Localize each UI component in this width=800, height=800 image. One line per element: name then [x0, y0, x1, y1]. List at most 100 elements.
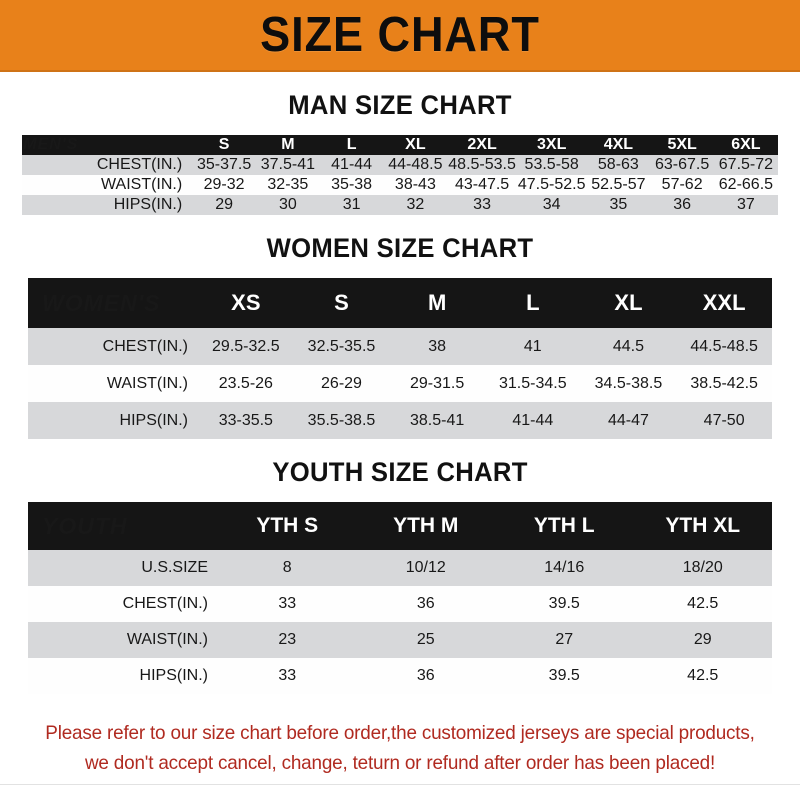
row-label: HIPS(IN.)	[119, 411, 188, 429]
table-header-row: YOUTH YTH S YTH M YTH L YTH XL	[28, 502, 772, 550]
column-header-yth-l: YTH L	[533, 514, 595, 537]
measurement-cell: 33	[278, 595, 297, 612]
measurement-cell: 47.5-52.5	[517, 176, 586, 193]
measurement-cell: 35-37.5	[196, 156, 252, 173]
size-chart-section-man: MAN SIZE CHART MEN'S S M L XL 2XL 3XL 4XL 5XL 6XL C…	[0, 90, 800, 233]
column-header-5xl: 5XL	[667, 136, 697, 153]
table-row: HIPS(IN.) 29 30 31 32 33 34 35 36 37	[22, 195, 778, 215]
measurement-cell: 8	[282, 559, 292, 576]
measurement-cell: 29-31.5	[410, 374, 465, 392]
measurement-cell: 34	[542, 196, 561, 213]
measurement-cell: 41-44	[512, 411, 554, 429]
measurement-cell: 29	[693, 631, 712, 648]
measurement-cell: 29	[215, 196, 233, 213]
measurement-cell: 41	[523, 337, 542, 355]
measurement-cell: 33-35.5	[218, 411, 273, 429]
column-header-4xl: 4XL	[603, 136, 634, 153]
measurement-cell: 29-32	[203, 176, 245, 193]
column-header-xs: XS	[231, 290, 261, 315]
spacer	[0, 121, 800, 135]
measurement-cell: 14/16	[544, 559, 585, 576]
table-header-row: MEN'S S M L XL 2XL 3XL 4XL 5XL 6XL	[22, 135, 778, 155]
size-chart-section-women: WOMEN SIZE CHART WOMEN'S XS S M L XL XXL CHEST(I…	[0, 233, 800, 457]
measurement-cell: 10/12	[405, 559, 446, 576]
measurement-cell: 25	[416, 631, 435, 648]
section-title-man: MAN SIZE CHART	[288, 90, 512, 120]
measurement-cell: 44-47	[607, 411, 649, 429]
column-header-l: L	[346, 136, 357, 153]
page-title: SIZE CHART	[260, 7, 540, 62]
measurement-cell: 29.5-32.5	[212, 337, 280, 355]
column-header-s: S	[218, 136, 230, 153]
measurement-cell: 23	[278, 631, 297, 648]
measurement-cell: 30	[278, 196, 297, 213]
row-label: CHEST(IN.)	[102, 337, 188, 355]
column-header-yth-s: YTH S	[256, 514, 319, 537]
measurement-cell: 57-62	[661, 176, 703, 193]
column-header-yth-xl: YTH XL	[665, 514, 741, 537]
table-header-label: YOUTH	[42, 512, 128, 539]
column-header-xxl: XXL	[702, 290, 746, 315]
table-row: CHEST(IN.) 33 36 39.5 42.5	[28, 586, 772, 622]
table-header-label: MEN'S	[23, 136, 79, 153]
spacer	[0, 264, 800, 278]
table-header-row: WOMEN'S XS S M L XL XXL	[28, 278, 772, 328]
column-header-l: L	[526, 290, 540, 315]
column-header-m: M	[427, 290, 447, 315]
measurement-cell: 52.5-57	[591, 176, 646, 193]
column-header-xl: XL	[614, 290, 643, 315]
measurement-cell: 32-35	[267, 176, 309, 193]
measurement-cell: 42.5	[687, 595, 719, 612]
measurement-cell: 33	[473, 196, 491, 213]
row-label: WAIST(IN.)	[106, 374, 188, 392]
row-label: HIPS(IN.)	[139, 667, 208, 684]
measurement-cell: 38-43	[394, 176, 436, 193]
measurement-cell: 58-63	[597, 156, 639, 173]
measurement-cell: 39.5	[548, 667, 580, 684]
spacer	[0, 439, 800, 457]
measurement-cell: 41-44	[331, 156, 373, 173]
measurement-cell: 35-38	[331, 176, 373, 193]
measurement-cell: 32	[406, 196, 425, 213]
column-header-6xl: 6XL	[731, 136, 761, 153]
row-label: WAIST(IN.)	[126, 631, 208, 648]
column-header-3xl: 3XL	[537, 136, 567, 153]
row-label: WAIST(IN.)	[101, 176, 183, 193]
section-title-youth: YOUTH SIZE CHART	[272, 457, 528, 487]
size-table-youth: YOUTH YTH S YTH M YTH L YTH XL U.S.SIZE 8 10/12…	[28, 502, 772, 694]
measurement-cell: 47-50	[703, 411, 745, 429]
size-table-man: MEN'S S M L XL 2XL 3XL 4XL 5XL 6XL CHEST(IN.) 35-37…	[22, 135, 778, 215]
column-header-2xl: 2XL	[467, 136, 497, 153]
size-charts-container: MAN SIZE CHART MEN'S S M L XL 2XL 3XL 4XL 5XL 6XL C…	[0, 90, 800, 712]
measurement-cell: 35.5-38.5	[307, 411, 376, 429]
measurement-cell: 48.5-53.5	[448, 156, 516, 173]
measurement-cell: 35	[609, 196, 628, 213]
size-chart-section-youth: YOUTH SIZE CHART YOUTH YTH S YTH M YTH L YTH …	[0, 457, 800, 712]
measurement-cell: 37.5-41	[260, 156, 315, 173]
measurement-cell: 18/20	[682, 559, 723, 576]
column-header-m: M	[281, 136, 295, 153]
table-row: CHEST(IN.) 29.5-32.5 32.5-35.5 38 41 44.5 44.5…	[28, 328, 772, 365]
measurement-cell: 36	[416, 667, 435, 684]
column-header-xl: XL	[405, 136, 426, 153]
column-header-yth-m: YTH M	[393, 514, 459, 537]
footer-disclaimer-line-2: we don't accept cancel, change, teturn o…	[84, 752, 716, 774]
measurement-cell: 53.5-58	[524, 156, 579, 173]
footer-disclaimer-line-1: Please refer to our size chart before or…	[45, 722, 755, 744]
measurement-cell: 39.5	[548, 595, 580, 612]
measurement-cell: 44-48.5	[388, 156, 443, 173]
row-label: U.S.SIZE	[141, 559, 208, 576]
spacer-top	[0, 72, 800, 90]
size-chart-banner: SIZE CHART	[0, 0, 800, 72]
column-header-s: S	[334, 290, 349, 315]
table-row: CHEST(IN.) 35-37.5 37.5-41 41-44 44-48.5 48.5…	[22, 155, 778, 175]
measurement-cell: 38.5-41	[410, 411, 465, 429]
measurement-cell: 43-47.5	[454, 176, 510, 193]
size-table-women: WOMEN'S XS S M L XL XXL CHEST(IN.) 29.5-32.5 32.5…	[28, 278, 772, 439]
measurement-cell: 37	[737, 196, 755, 213]
measurement-cell: 36	[416, 595, 435, 612]
measurement-cell: 38	[428, 337, 447, 355]
measurement-cell: 31	[342, 196, 361, 213]
measurement-cell: 38.5-42.5	[690, 374, 758, 392]
measurement-cell: 31.5-34.5	[498, 374, 567, 392]
